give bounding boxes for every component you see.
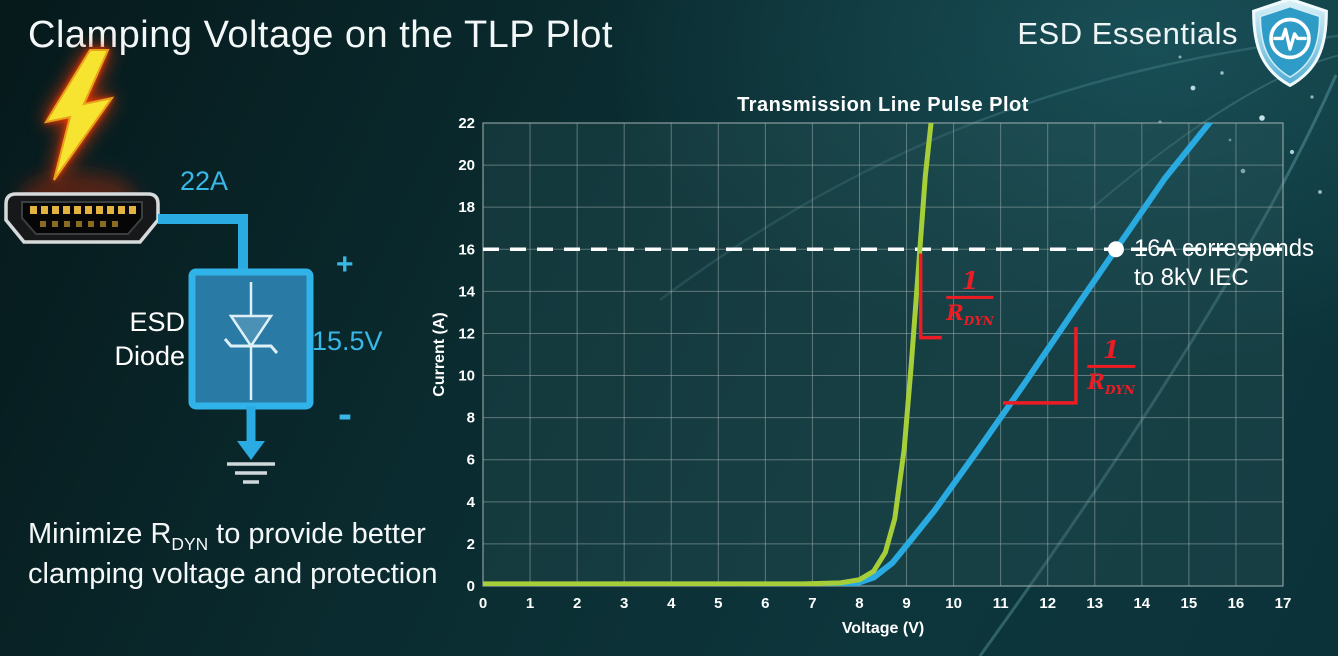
marker-annotation: 16A corresponds to 8kV IEC	[1134, 235, 1314, 293]
x-tick-label: 7	[808, 595, 816, 612]
fraction-numerator: 1	[961, 265, 979, 295]
surge-current-label: 22A	[180, 166, 229, 196]
y-tick-label: 14	[458, 283, 475, 300]
arrow-down-icon	[237, 441, 265, 460]
circuit-graphic	[4, 49, 314, 484]
x-axis-label: Voltage (V)	[842, 620, 924, 637]
x-tick-label: 8	[855, 595, 863, 612]
x-tick-label: 17	[1275, 595, 1292, 612]
caption-part2: to provide better clamping voltage and p…	[28, 518, 438, 590]
brand-text: ESD Essentials	[1017, 16, 1238, 51]
y-tick-label: 6	[467, 452, 475, 469]
plot-border	[482, 122, 1284, 587]
chart-title: Transmission Line Pulse Plot	[737, 95, 1029, 116]
x-tick-label: 6	[761, 595, 769, 612]
tlp-chart: 0 1 2 3 4 5 6 7 8 9 10 11 12 13 14 15 16 17 0 2 4 6 8 10 12 14 16 1…	[430, 95, 1338, 656]
y-tick-label: 8	[467, 410, 475, 427]
x-tick-label: 13	[1086, 595, 1103, 612]
y-tick-label: 16	[458, 241, 475, 258]
y-tick-label: 20	[458, 157, 475, 174]
caption-part1: Minimize R	[28, 518, 172, 550]
device-label-line1: ESD	[129, 307, 185, 337]
y-tick-label: 2	[467, 536, 475, 553]
device-label: ESD Diode	[85, 306, 185, 374]
marker-annotation-line1: 16A corresponds	[1133, 235, 1315, 263]
x-tick-label: 16	[1228, 595, 1245, 612]
plot-area	[483, 123, 1283, 586]
y-tick-label: 4	[467, 494, 476, 511]
page-title: Clamping Voltage on the TLP Plot	[28, 14, 613, 56]
y-tick-label: 0	[467, 578, 475, 595]
device-label-line2: Diode	[114, 340, 185, 371]
marker-dot	[1107, 241, 1124, 258]
fraction-numerator: 1	[1102, 335, 1120, 365]
caption-subscript: DYN	[171, 533, 209, 554]
x-tick-label: 14	[1133, 595, 1150, 612]
y-tick-label: 18	[458, 199, 475, 216]
minus-label: -	[338, 390, 352, 437]
plus-label: +	[336, 248, 354, 281]
esd-circuit-diagram: 22A ESD Diode + 15.5V -	[0, 0, 430, 520]
y-tick-label: 10	[458, 368, 475, 385]
zener-diode-symbol	[223, 282, 279, 400]
x-tick-label: 5	[714, 595, 722, 612]
y-axis-label: Current (A)	[431, 312, 448, 396]
fraction-denominator: RDYN	[946, 295, 994, 327]
x-tick-label: 9	[902, 595, 910, 612]
ground-icon	[227, 462, 275, 484]
slope-bracket-1	[1003, 327, 1078, 405]
marker-annotation-line2: to 8kV IEC	[1133, 264, 1249, 292]
x-tick-label: 15	[1181, 595, 1198, 612]
y-tick-label: 12	[458, 325, 475, 342]
shield-logo-icon	[1252, 0, 1328, 88]
clamp-voltage-label: 15.5V	[312, 326, 383, 356]
x-tick-label: 12	[1039, 595, 1056, 612]
x-tick-label: 3	[620, 595, 628, 612]
fraction-denominator: RDYN	[1087, 365, 1135, 396]
x-tick-label: 11	[993, 595, 1009, 612]
wire	[158, 214, 248, 274]
slope-annotation-green: 1 RDYN	[946, 265, 994, 327]
tlp-plot: 0 1 2 3 4 5 6 7 8 9 10 11 12 13 14 15 16 1702468101214161…	[431, 95, 1292, 637]
x-tick-label: 0	[479, 595, 487, 612]
x-tick-label: 4	[667, 595, 676, 612]
caption-text: Minimize RDYN to provide better clamping…	[28, 516, 438, 592]
slope-bracket-0	[918, 253, 942, 340]
lightning-bolt-icon	[43, 49, 115, 181]
hdmi-connector-icon	[4, 192, 160, 244]
x-tick-label: 10	[945, 595, 962, 612]
x-tick-label: 1	[526, 595, 534, 612]
x-tick-label: 2	[573, 595, 581, 612]
slope-annotation-blue: 1 RDYN	[1087, 335, 1135, 396]
y-tick-label: 22	[458, 115, 475, 132]
